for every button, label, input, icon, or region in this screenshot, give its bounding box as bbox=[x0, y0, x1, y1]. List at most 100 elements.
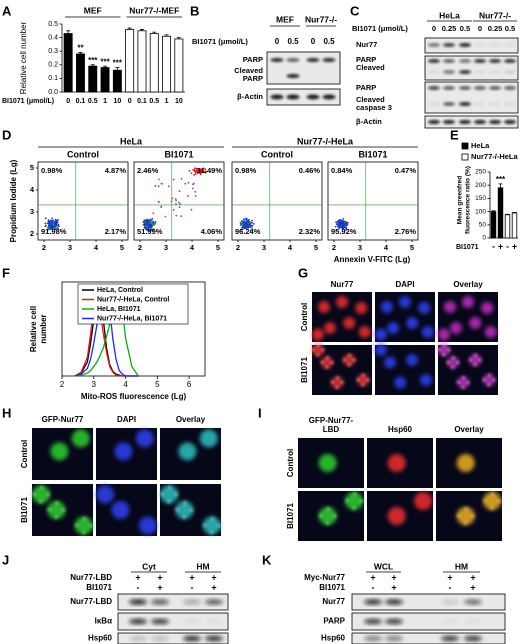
speckle bbox=[316, 353, 320, 357]
dot bbox=[251, 222, 253, 224]
dot bbox=[48, 221, 51, 224]
blot-band bbox=[474, 43, 486, 47]
blot-band bbox=[459, 59, 471, 63]
speckle bbox=[451, 356, 456, 360]
blot-band bbox=[443, 43, 455, 47]
cell bbox=[375, 328, 387, 341]
speckle bbox=[347, 363, 351, 367]
plot-title: Control bbox=[67, 149, 99, 159]
lane-label: 0.5 bbox=[323, 37, 335, 46]
dot bbox=[336, 223, 338, 225]
dot bbox=[193, 174, 196, 176]
quadrant-value: 2.76% bbox=[395, 227, 417, 236]
dot bbox=[178, 206, 181, 209]
panel-letter: C bbox=[350, 3, 360, 18]
dot bbox=[152, 223, 154, 226]
panel-letter: G bbox=[298, 265, 308, 280]
cell bbox=[312, 328, 324, 341]
speckle bbox=[487, 383, 491, 387]
dot bbox=[49, 227, 52, 230]
condition-value: + bbox=[211, 582, 216, 592]
dot bbox=[188, 169, 191, 172]
blot-band bbox=[459, 120, 471, 124]
dot bbox=[241, 220, 243, 222]
x-tick-label: 5 bbox=[120, 243, 124, 252]
dot bbox=[192, 182, 195, 185]
dot bbox=[153, 223, 156, 226]
blot-band bbox=[322, 58, 336, 62]
dot bbox=[197, 169, 200, 172]
cell bbox=[394, 376, 407, 389]
speckle bbox=[451, 365, 455, 369]
speckle bbox=[326, 507, 330, 511]
panel-letter: K bbox=[262, 552, 272, 567]
bar bbox=[112, 69, 122, 93]
dot bbox=[249, 225, 252, 228]
blot-band bbox=[129, 599, 147, 605]
condition-value: - bbox=[137, 582, 140, 592]
y-axis-label: Propidium Iodide (Lg) bbox=[9, 159, 18, 242]
blot-band bbox=[306, 94, 320, 100]
speckle bbox=[437, 348, 441, 352]
x-tick-label: 2 bbox=[42, 243, 46, 252]
blot-box bbox=[266, 51, 341, 85]
cell bbox=[135, 429, 154, 448]
blot-box bbox=[117, 612, 229, 631]
column-title: GFP-Nur77 bbox=[42, 415, 84, 424]
group-label: MEF bbox=[84, 5, 102, 15]
y-tick-label: 50 bbox=[479, 222, 487, 229]
cell bbox=[50, 442, 69, 461]
speckle bbox=[336, 376, 340, 380]
dot bbox=[204, 171, 207, 174]
dot bbox=[175, 199, 178, 202]
cell bbox=[321, 356, 333, 369]
dot bbox=[46, 226, 49, 229]
speckle bbox=[160, 492, 164, 496]
y-tick-label: 0.4 bbox=[48, 34, 58, 41]
panel-letter: H bbox=[2, 405, 11, 420]
speckle bbox=[340, 380, 344, 385]
blot-band bbox=[205, 619, 223, 624]
dot bbox=[346, 224, 348, 227]
speckle bbox=[471, 514, 475, 518]
dot bbox=[187, 181, 190, 184]
dot bbox=[152, 228, 155, 231]
dot bbox=[339, 218, 342, 221]
speckle bbox=[456, 360, 460, 365]
blot-band bbox=[151, 619, 169, 624]
speckle bbox=[497, 499, 501, 503]
quadrant-value: 0.98% bbox=[41, 166, 63, 175]
blot-band bbox=[322, 94, 336, 100]
x-tick-label: 0 bbox=[66, 98, 70, 105]
dot bbox=[149, 228, 152, 231]
speckle bbox=[55, 501, 59, 505]
error-bar bbox=[139, 29, 144, 31]
bar bbox=[75, 53, 85, 93]
blot-band bbox=[504, 59, 516, 63]
lane-label: 0.25 bbox=[442, 24, 457, 33]
dot bbox=[149, 225, 152, 228]
dot bbox=[168, 185, 170, 188]
row-label: Control bbox=[300, 303, 309, 331]
dot bbox=[147, 219, 150, 222]
lane-label: 0.5 bbox=[505, 24, 515, 33]
quadrant-value: 0.98% bbox=[235, 166, 257, 175]
dot bbox=[145, 225, 148, 228]
dot bbox=[241, 228, 244, 231]
group-label: MEF bbox=[276, 14, 294, 24]
cell bbox=[457, 376, 470, 389]
x-tick-label: 0.5 bbox=[88, 98, 98, 105]
dot bbox=[192, 187, 194, 190]
row-label: BI1071 bbox=[286, 503, 295, 529]
condition-value: + bbox=[211, 572, 216, 582]
bar bbox=[149, 33, 159, 93]
condition-value: + bbox=[157, 582, 162, 592]
cell bbox=[343, 317, 356, 329]
legend-label: Nur77-/-HeLa, BI1071 bbox=[97, 315, 167, 322]
dot bbox=[164, 215, 167, 218]
x-tick-label: 2 bbox=[60, 380, 65, 389]
blot-band bbox=[504, 102, 516, 106]
row-label: BI1071 bbox=[20, 497, 29, 523]
error-bar bbox=[512, 211, 517, 213]
cell bbox=[138, 516, 157, 535]
